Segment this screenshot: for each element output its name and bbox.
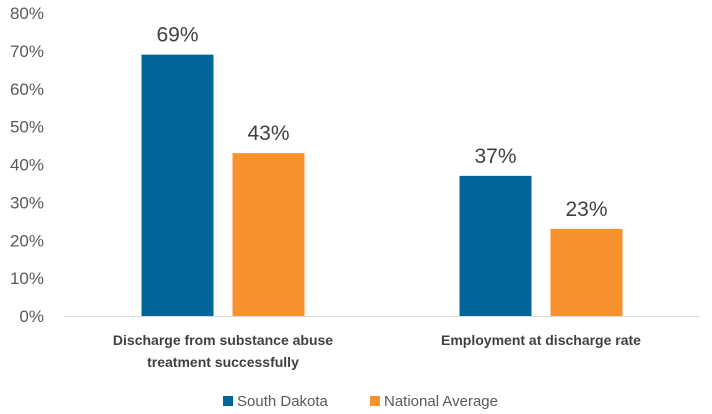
bar-national-average [232,153,305,316]
x-axis-categories: Discharge from substance abuse treatment … [113,332,641,370]
bar-south-dakota [459,175,532,316]
legend-swatch [370,396,380,406]
legend: South Dakota National Average [223,393,498,410]
y-tick-label: 10% [10,269,44,288]
y-tick-label: 40% [10,156,44,175]
x-category-label: Discharge from substance abuse [113,332,333,348]
y-tick-label: 30% [10,193,44,212]
bar-data-label: 43% [247,122,289,145]
x-category-label: treatment successfully [147,354,299,370]
y-tick-label: 70% [10,42,44,61]
y-tick-label: 80% [10,4,44,23]
x-category-label: Employment at discharge rate [441,332,641,348]
bar-national-average [550,228,623,316]
legend-label: National Average [384,393,498,410]
y-tick-label: 20% [10,231,44,250]
y-tick-label: 0% [19,307,44,326]
y-tick-label: 60% [10,80,44,99]
bar-data-label: 69% [156,24,198,47]
legend-label: South Dakota [237,393,329,410]
bar-data-label: 23% [565,198,607,221]
bars: 69% 37% 43% 23% [141,24,623,316]
bar-data-label: 37% [474,145,516,168]
y-tick-label: 50% [10,118,44,137]
legend-swatch [223,396,233,406]
bar-south-dakota [141,54,214,316]
y-axis: 0% 10% 20% 30% 40% 50% 60% 70% 80% [10,4,44,326]
